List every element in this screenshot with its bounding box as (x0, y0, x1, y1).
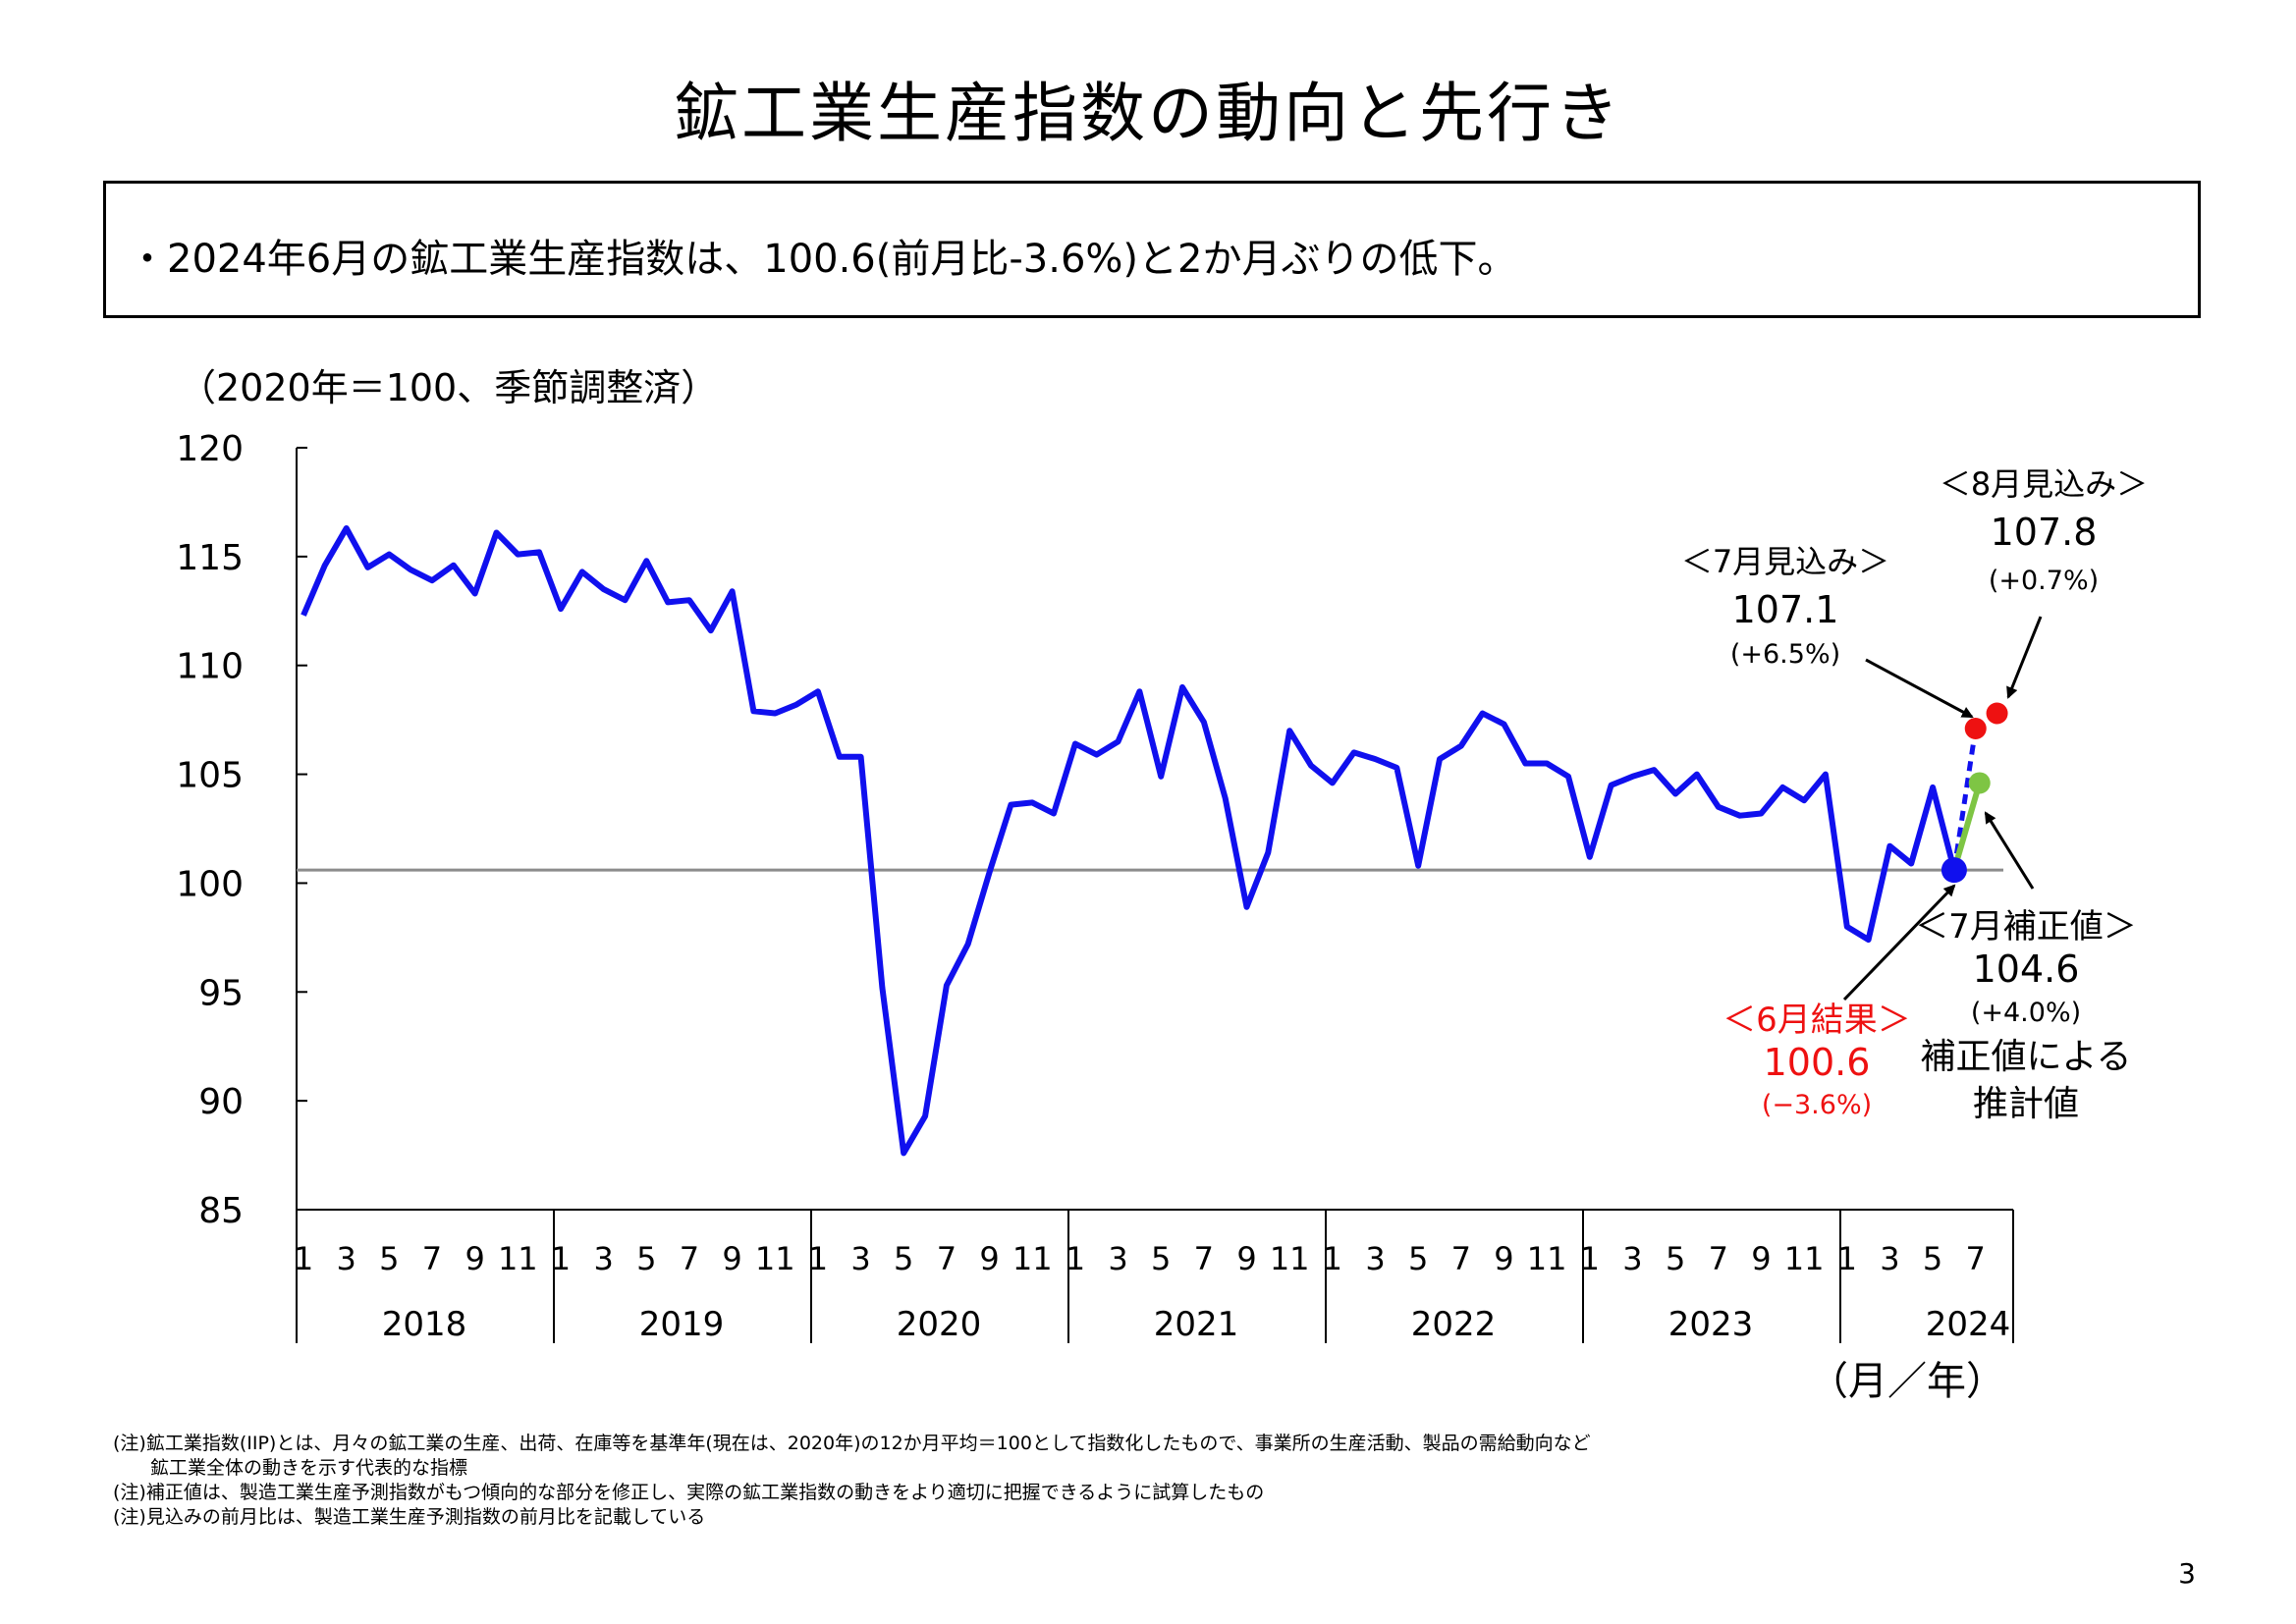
month-tick-label: 3 (850, 1240, 870, 1277)
july-corrected-arrow (1984, 811, 2035, 890)
month-tick-label: 3 (1365, 1240, 1385, 1277)
month-tick-label: 7 (422, 1240, 442, 1277)
august-forecast-marker (1986, 702, 2008, 725)
july-corrected-change: (+4.0%) (1971, 998, 2081, 1028)
forecast-dashed-line (1951, 728, 1979, 871)
page-number: 3 (2178, 1557, 2196, 1590)
june-result-label: ＜6月結果＞ (1722, 1001, 1911, 1040)
month-tick-label: 1 (1323, 1240, 1342, 1277)
year-label: 2023 (1668, 1305, 1754, 1344)
month-tick-label: 5 (636, 1240, 656, 1277)
year-label: 2021 (1154, 1305, 1239, 1344)
july-corrected-label: ＜7月補正値＞ (1915, 907, 2137, 947)
x-axis-unit-label: （月／年） (1809, 1359, 2005, 1404)
july-forecast-label: ＜7月見込み＞ (1681, 543, 1889, 580)
month-tick-label: 3 (1880, 1240, 1899, 1277)
july-corrected-value: 104.6 (1973, 947, 2080, 991)
y-tick-label: 120 (176, 429, 244, 469)
page-title: 鉱工業生産指数の動向と先行き (674, 76, 1622, 151)
footnote-1-cont: 鉱工業全体の動きを示す代表的な指標 (113, 1457, 468, 1479)
footnote-1: (注)鉱工業指数(IIP)とは、月々の鉱工業の生産、出荷、在庫等を基準年(現在は… (113, 1433, 1591, 1454)
month-tick-label: 11 (1012, 1240, 1053, 1277)
july-forecast-value: 107.1 (1732, 588, 1839, 631)
month-tick-label: 1 (1580, 1240, 1600, 1277)
y-tick-label: 95 (198, 973, 244, 1013)
month-tick-label: 5 (1408, 1240, 1428, 1277)
month-tick-label: 11 (755, 1240, 795, 1277)
year-label: 2019 (639, 1305, 725, 1344)
month-tick-label: 1 (294, 1240, 313, 1277)
month-tick-label: 11 (1784, 1240, 1825, 1277)
june-result-marker (1941, 857, 1967, 884)
y-tick-label: 85 (198, 1191, 244, 1231)
july-corrected-note-2: 推計値 (1973, 1084, 2079, 1124)
month-tick-label: 5 (1151, 1240, 1171, 1277)
month-tick-label: 9 (979, 1240, 999, 1277)
y-tick-label: 115 (176, 538, 244, 578)
month-tick-label: 9 (465, 1240, 484, 1277)
month-tick-label: 3 (593, 1240, 613, 1277)
month-tick-label: 9 (1236, 1240, 1256, 1277)
june-result-value: 100.6 (1764, 1041, 1871, 1084)
month-tick-label: 9 (1751, 1240, 1771, 1277)
july-forecast-marker (1964, 718, 1987, 740)
month-tick-label: 7 (680, 1240, 699, 1277)
month-tick-label: 1 (1837, 1240, 1857, 1277)
month-tick-label: 5 (1666, 1240, 1685, 1277)
year-label: 2018 (382, 1305, 467, 1344)
month-tick-label: 11 (498, 1240, 538, 1277)
month-tick-label: 3 (336, 1240, 355, 1277)
july-forecast-change: (+6.5%) (1730, 639, 1840, 670)
august-forecast-arrow (2006, 616, 2043, 699)
month-tick-label: 7 (1194, 1240, 1214, 1277)
july-corrected-note: 補正値による (1921, 1037, 2132, 1077)
y-tick-label: 90 (198, 1082, 244, 1122)
y-tick-label: 105 (176, 756, 244, 796)
month-tick-label: 3 (1108, 1240, 1127, 1277)
corrected-line (1951, 782, 1983, 871)
july-forecast-arrow (1865, 658, 1974, 719)
footnote-2: (注)補正値は、製造工業生産予測指数がもつ傾向的な部分を修正し、実際の鉱工業指数… (113, 1482, 1265, 1503)
summary-box: ・2024年6月の鉱工業生産指数は、100.6(前月比-3.6%)と2か月ぶりの… (103, 181, 2201, 318)
month-tick-label: 11 (1527, 1240, 1567, 1277)
june-result-change: (−3.6%) (1762, 1090, 1872, 1120)
july-corrected-marker (1968, 772, 1991, 794)
month-tick-label: 7 (1451, 1240, 1471, 1277)
month-tick-label: 11 (1270, 1240, 1310, 1277)
year-label: 2022 (1411, 1305, 1497, 1344)
month-tick-label: 7 (1966, 1240, 1986, 1277)
month-tick-label: 1 (808, 1240, 828, 1277)
month-tick-label: 5 (379, 1240, 399, 1277)
production-index-line (301, 525, 1957, 1157)
june-result-arrow (1842, 884, 1956, 1001)
month-tick-label: 7 (1709, 1240, 1728, 1277)
year-label: 2024 (1926, 1305, 2011, 1344)
month-tick-label: 3 (1622, 1240, 1642, 1277)
month-tick-label: 5 (1923, 1240, 1942, 1277)
y-tick-label: 100 (176, 864, 244, 904)
month-tick-label: 9 (722, 1240, 741, 1277)
footnotes: (注)鉱工業指数(IIP)とは、月々の鉱工業の生産、出荷、在庫等を基準年(現在は… (113, 1432, 1591, 1530)
month-tick-label: 5 (894, 1240, 913, 1277)
august-forecast-change: (+0.7%) (1989, 566, 2099, 596)
summary-text: ・2024年6月の鉱工業生産指数は、100.6(前月比-3.6%)と2か月ぶりの… (128, 237, 1517, 282)
year-label: 2020 (897, 1305, 982, 1344)
august-forecast-label: ＜8月見込み＞ (1940, 465, 2148, 503)
footnote-3: (注)見込みの前月比は、製造工業生産予測指数の前月比を記載している (113, 1506, 706, 1528)
august-forecast-value: 107.8 (1991, 511, 2098, 554)
month-tick-label: 1 (1066, 1240, 1085, 1277)
month-tick-label: 1 (551, 1240, 571, 1277)
y-tick-label: 110 (176, 647, 244, 687)
units-note: （2020年＝100、季節調整済） (179, 366, 719, 409)
month-tick-label: 9 (1494, 1240, 1513, 1277)
month-tick-label: 7 (937, 1240, 957, 1277)
